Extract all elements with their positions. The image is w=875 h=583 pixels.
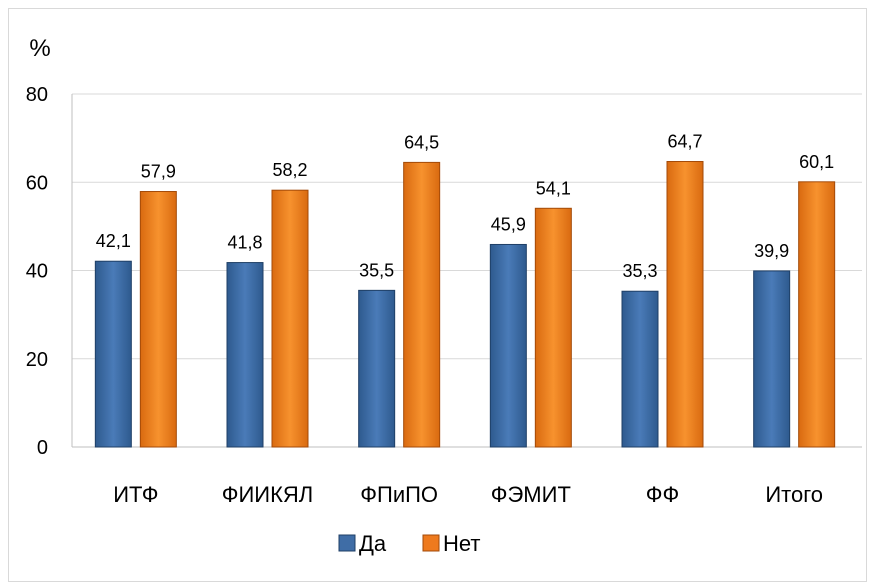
x-tick-label: ФФ [646, 482, 679, 507]
bar-net [534, 207, 572, 448]
data-label: 39,9 [754, 241, 789, 261]
data-label: 58,2 [272, 160, 307, 180]
data-label: 35,3 [622, 261, 657, 281]
data-label: 35,5 [359, 260, 394, 280]
data-label: 42,1 [96, 231, 131, 251]
data-label: 64,7 [667, 132, 702, 152]
legend: Да Нет [338, 531, 480, 556]
bar-da [621, 290, 659, 448]
bar-net [666, 161, 704, 448]
y-unit-label: % [29, 35, 50, 62]
x-tick-label: ФИИКЯЛ [222, 482, 314, 507]
bar-net [139, 191, 177, 448]
bar-da [489, 243, 527, 448]
y-tick-label: 20 [26, 349, 48, 371]
legend-label-net: Нет [443, 531, 480, 556]
legend-label-da: Да [359, 531, 387, 556]
legend-swatch-da [338, 534, 356, 552]
gridlines [72, 93, 862, 360]
bar-net [271, 189, 309, 448]
bar-da [753, 270, 791, 448]
y-tick-label: 60 [26, 172, 48, 194]
y-tick-label: 80 [26, 84, 48, 106]
data-labels: 42,1 57,9 41,8 58,2 35,5 64,5 45,9 54,1 35,3 64,7… [96, 132, 834, 282]
bars [94, 161, 836, 448]
axes: 0 20 40 60 80% ИТФ ФИИКЯЛ ФПиПО ФЭМИТ ФФ Итого [26, 35, 862, 507]
bar-da [358, 289, 396, 448]
legend-swatch-net [422, 534, 440, 552]
bar-net [798, 181, 836, 448]
x-tick-label: ФПиПО [360, 482, 438, 507]
data-label: 57,9 [141, 162, 176, 182]
data-label: 60,1 [799, 152, 834, 172]
data-label: 41,8 [227, 233, 262, 253]
data-label: 45,9 [491, 214, 526, 234]
x-tick-label: Итого [765, 482, 823, 507]
bar-net [403, 161, 441, 448]
data-label: 64,5 [404, 132, 439, 152]
data-label: 54,1 [536, 178, 571, 198]
bar-da [94, 260, 132, 448]
x-tick-label: ФЭМИТ [491, 482, 571, 507]
bar-da [226, 262, 264, 448]
y-tick-label: 0 [37, 437, 48, 459]
y-tick-label: 40 [26, 261, 48, 283]
x-tick-label: ИТФ [113, 482, 158, 507]
